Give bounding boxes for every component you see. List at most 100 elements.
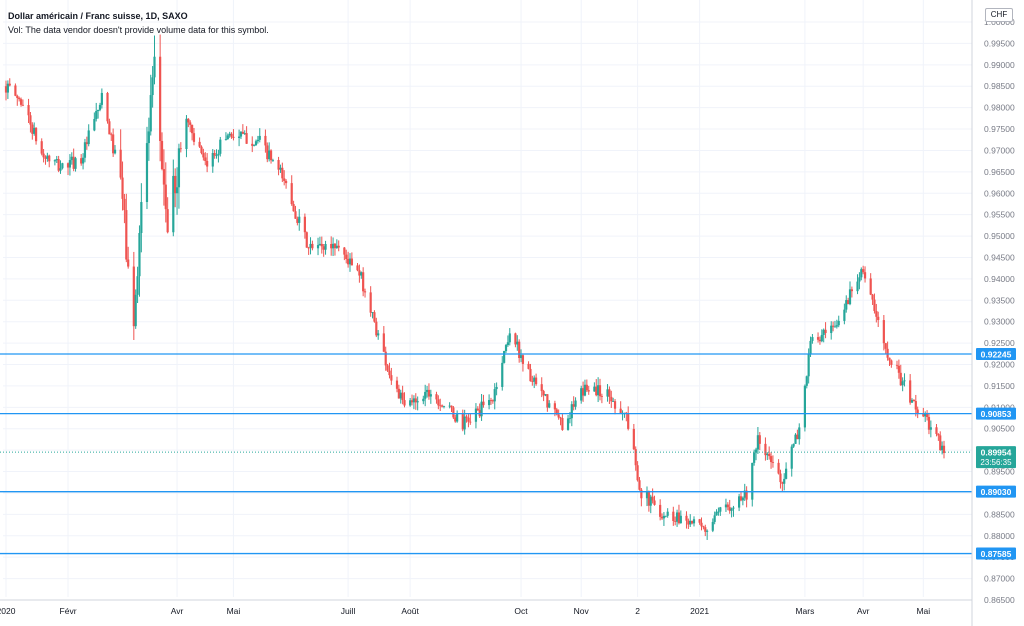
candle — [74, 156, 77, 172]
candle-body — [508, 333, 511, 343]
candle-body — [437, 399, 440, 406]
candle-body — [542, 391, 545, 396]
candle-body — [123, 198, 126, 211]
candle — [811, 333, 814, 344]
candle-body — [871, 294, 874, 300]
candle — [768, 446, 771, 460]
candle-body — [409, 400, 412, 406]
candle-body — [93, 118, 96, 131]
y-tick-label: 0.98500 — [984, 81, 1015, 91]
candle-body — [595, 386, 598, 396]
candle-body — [363, 291, 367, 293]
candle-body — [298, 216, 301, 223]
y-tick-label: 0.97500 — [984, 124, 1015, 134]
candle-body — [80, 158, 83, 164]
candle-body — [585, 384, 588, 391]
candle — [534, 373, 538, 386]
candle-body — [454, 417, 457, 422]
candle-body — [46, 155, 49, 159]
candle-body — [219, 139, 222, 154]
candle-body — [290, 183, 293, 205]
candle-body — [619, 408, 622, 414]
candle — [754, 447, 758, 461]
level-badge — [976, 348, 1016, 361]
candle — [779, 469, 782, 489]
candle — [922, 407, 925, 418]
candle — [820, 329, 823, 343]
level-badge-label: 0.87585 — [981, 549, 1012, 559]
candle-body — [463, 416, 466, 430]
candle-body — [224, 139, 228, 140]
candle-body — [514, 333, 517, 345]
candle-body — [645, 491, 649, 499]
candle-body — [888, 357, 891, 361]
candle-body — [33, 127, 36, 134]
candle-body — [271, 159, 275, 161]
candle — [29, 112, 32, 133]
candle-body — [294, 211, 297, 219]
candle — [284, 179, 288, 189]
candle-body — [399, 392, 402, 399]
candle — [125, 193, 128, 263]
candle — [587, 385, 590, 395]
candle — [636, 461, 639, 482]
candle-body — [87, 130, 90, 145]
x-tick-label: Avr — [171, 606, 184, 616]
candle — [290, 175, 293, 206]
candle — [395, 376, 399, 393]
candle-body — [119, 149, 122, 178]
candle — [935, 424, 938, 437]
candle — [162, 149, 165, 206]
candle — [429, 389, 432, 404]
candle — [516, 335, 519, 351]
candle-body — [493, 389, 496, 402]
candle-body — [754, 449, 758, 453]
time-axis[interactable]: 2020 Févr Avr Mai Juill Août Oct Nov 2 2021 Mars Av… — [0, 599, 972, 616]
candle-body — [860, 269, 863, 278]
candle — [612, 397, 615, 402]
candle-body — [243, 133, 246, 134]
candle-body — [439, 405, 442, 407]
candle-body — [331, 243, 335, 249]
candle-body — [448, 405, 451, 407]
candles — [4, 34, 946, 540]
candle — [324, 240, 327, 255]
candle-body — [689, 520, 692, 525]
candle-body — [706, 530, 709, 532]
candle — [925, 410, 929, 421]
candle-body — [794, 434, 797, 444]
candle — [296, 216, 299, 226]
candle — [860, 267, 863, 281]
candle-body — [456, 414, 459, 422]
horizontal-lines[interactable] — [0, 353, 972, 555]
candle-body — [653, 500, 656, 505]
candle — [228, 131, 231, 138]
candle — [224, 132, 228, 141]
candle — [48, 154, 51, 168]
candle — [256, 135, 259, 144]
candle-body — [476, 408, 479, 411]
candle-body — [803, 385, 806, 428]
candle — [59, 160, 62, 174]
candle-body — [403, 400, 406, 406]
candle-body — [373, 312, 376, 322]
candle-body — [14, 85, 17, 96]
candle-body — [638, 480, 641, 490]
candle-body — [469, 421, 472, 423]
candle-body — [753, 452, 756, 463]
candle — [687, 518, 690, 530]
candle — [495, 382, 498, 396]
candle-body — [138, 233, 141, 277]
candle — [559, 416, 562, 426]
candle-body — [506, 342, 509, 346]
candle — [437, 395, 440, 410]
candle — [751, 462, 754, 507]
candle — [106, 91, 109, 124]
candle — [360, 271, 363, 279]
candle — [386, 363, 389, 372]
candle — [689, 514, 692, 527]
currency-button[interactable]: CHF — [985, 8, 1013, 22]
candle — [531, 375, 534, 386]
